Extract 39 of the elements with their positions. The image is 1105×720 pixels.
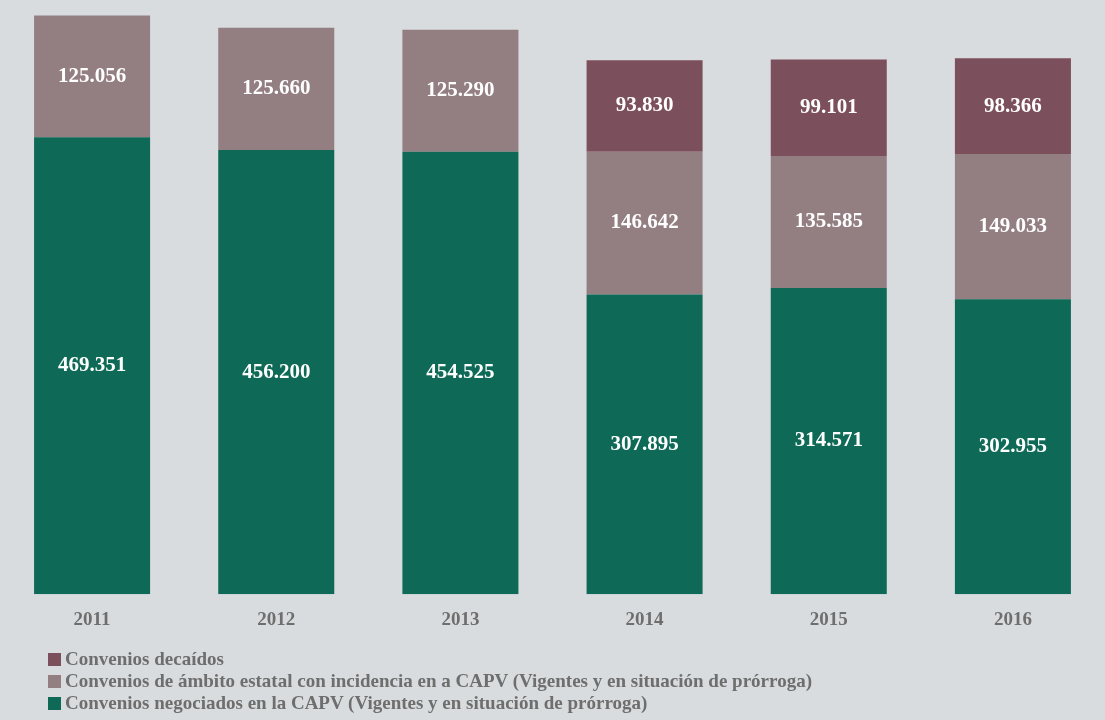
- data-label: 93.830: [615, 92, 674, 117]
- bar: [34, 137, 151, 595]
- bar: [954, 154, 1071, 300]
- bar: [954, 58, 1071, 155]
- data-label: 146.642: [610, 209, 679, 234]
- x-tick-label: 2011: [73, 607, 111, 629]
- bar: [218, 27, 335, 151]
- x-tick-label: 2013: [441, 607, 480, 629]
- bar: [770, 155, 887, 288]
- x-tick-label: 2016: [993, 607, 1032, 629]
- bar: [586, 294, 703, 595]
- bar: [586, 60, 703, 152]
- data-label: 98.366: [984, 92, 1042, 117]
- bar: [586, 151, 703, 295]
- data-label: 314.571: [794, 427, 863, 452]
- bar: [954, 299, 1071, 595]
- data-label: 99.101: [799, 94, 858, 119]
- legend-label: Convenios negociados en la CAPV (Vigentes y en situación de prórroga): [65, 692, 648, 714]
- data-label: 135.585: [794, 208, 863, 233]
- bar: [34, 15, 151, 138]
- bar: [402, 151, 519, 595]
- legend-label: Convenios de ámbito estatal con incidencia en a CAPV (Vigentes y en situación de prórroga): [65, 670, 812, 692]
- bar: [770, 287, 887, 595]
- data-label: 454.525: [426, 359, 495, 384]
- bar: [402, 29, 519, 152]
- data-label: 125.290: [426, 77, 495, 102]
- data-label: 456.200: [242, 358, 311, 383]
- data-label: 302.955: [978, 433, 1048, 458]
- bar: [770, 59, 887, 156]
- data-label: 469.351: [57, 352, 127, 377]
- x-tick-label: 2014: [625, 607, 665, 629]
- data-label: 125.056: [57, 62, 127, 87]
- bar: [218, 150, 335, 595]
- x-tick-label: 2012: [257, 607, 296, 629]
- legend-label: Convenios decaídos: [65, 648, 224, 670]
- x-tick-label: 2015: [809, 607, 848, 629]
- data-label: 125.660: [242, 75, 311, 100]
- data-label: 307.895: [610, 430, 679, 455]
- data-label: 149.033: [978, 213, 1048, 238]
